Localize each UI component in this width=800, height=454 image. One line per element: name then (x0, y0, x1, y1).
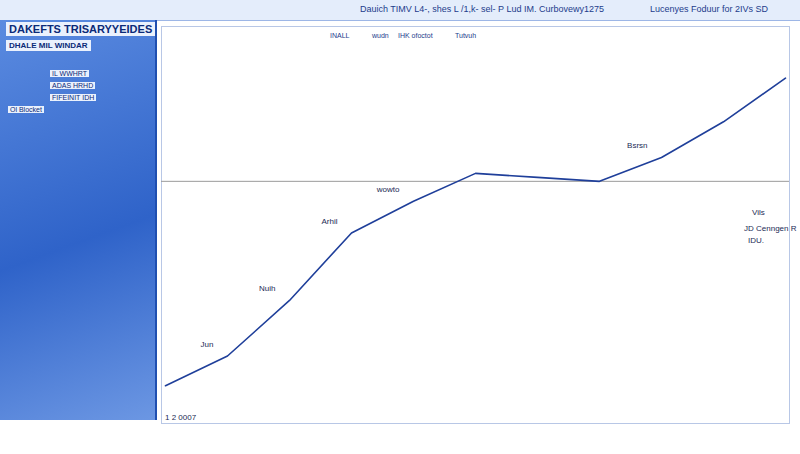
html-text:DHALE MIL WINDAR: DHALE MIL WINDAR (9, 41, 88, 50)
html-text:wudn: wudn (372, 32, 389, 39)
html-text:Dauich TIMV L4-, shes L /1,k-: Dauich TIMV L4-, shes L /1,k- sel- P Lud… (360, 4, 604, 14)
html-text:IDU.: IDU. (748, 236, 764, 245)
svg-text:Nuih: Nuih (259, 284, 275, 293)
svg-text:wowto: wowto (376, 185, 400, 194)
html-text:Tutvuh: Tutvuh (455, 32, 477, 39)
html-text:IHK ofoctot: IHK ofoctot (398, 32, 433, 39)
html-text:Lucenyes Foduur for 2IVs SD: Lucenyes Foduur for 2IVs SD (650, 4, 769, 14)
html-text:DAKEFTS TRISARYYEIDES: DAKEFTS TRISARYYEIDES (9, 23, 153, 35)
html-text:INALL: INALL (330, 32, 350, 39)
svg-text:Arhil: Arhil (321, 217, 337, 226)
svg-text:Bsrsn: Bsrsn (627, 141, 647, 150)
html-text:ADAS HRHD: ADAS HRHD (52, 82, 94, 89)
html-text:JD Cenngen R: JD Cenngen R (744, 224, 797, 233)
html-text:Vils: Vils (752, 208, 765, 217)
html-text:IL WWHRT: IL WWHRT (52, 70, 87, 77)
svg-text:Jun: Jun (201, 340, 214, 349)
html-text:Ol Blocket: Ol Blocket (10, 106, 42, 113)
html-text:FIFEINIT IDH: FIFEINIT IDH (52, 94, 95, 101)
html-text:1 2 0007: 1 2 0007 (165, 413, 197, 422)
